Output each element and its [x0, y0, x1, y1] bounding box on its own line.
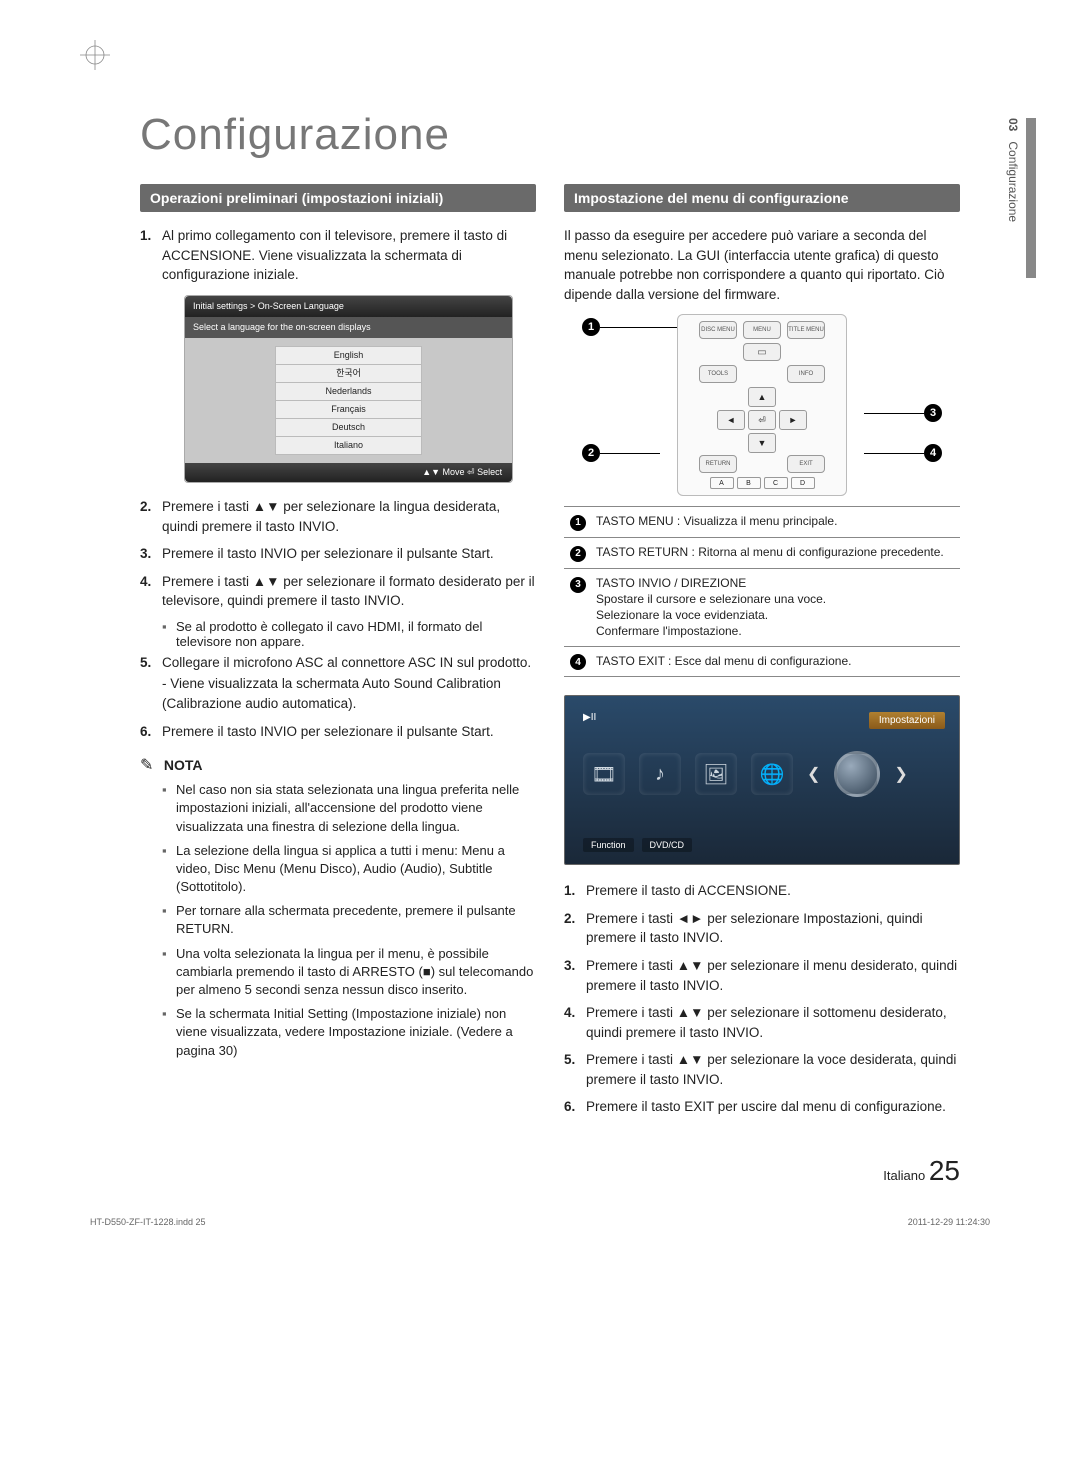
page-lang: Italiano [883, 1168, 925, 1183]
pip-icon: ▭ [743, 343, 781, 361]
lang-row: Italiano [275, 436, 422, 455]
nav-right-icon: ❯ [894, 764, 907, 784]
exit-button: EXIT [787, 455, 825, 473]
menu-top-label: Impostazioni [869, 712, 945, 729]
photo-icon: 🖼 [695, 753, 737, 795]
music-icon: ♪ [639, 753, 681, 795]
remote-body: DISC MENU MENU TITLE MENU ▭ TOOLS INFO ▲… [677, 314, 847, 496]
title-menu-button: TITLE MENU [787, 321, 825, 339]
left-arrow-icon: ◄ [717, 410, 745, 430]
step-4-text: Premere i tasti ▲▼ per selezionare il fo… [162, 574, 535, 609]
step-1-text: Al primo collegamento con il televisore,… [162, 228, 507, 282]
section-bar-right: Impostazione del menu di configurazione [564, 184, 960, 212]
print-footer: HT-D550-ZF-IT-1228.indd 25 2011-12-29 11… [90, 1217, 990, 1227]
page-footer: Italiano 25 [140, 1155, 960, 1187]
step-5-text: Collegare il microfono ASC al connettore… [162, 655, 531, 670]
step-2: Premere i tasti ▲▼ per selezionare la li… [140, 497, 536, 536]
menu-foot-function: Function [583, 838, 634, 852]
step-4: Premere i tasti ▲▼ per selezionare il fo… [140, 572, 536, 611]
circle-3-icon: 3 [570, 577, 586, 593]
right-intro: Il passo da eseguire per accedere può va… [564, 226, 960, 304]
rstep-6: Premere il tasto EXIT per uscire dal men… [564, 1097, 960, 1117]
rstep-5: Premere i tasti ▲▼ per selezionare la vo… [564, 1050, 960, 1089]
lang-row: English [275, 346, 422, 364]
disc-menu-button: DISC MENU [699, 321, 737, 339]
rstep-1: Premere il tasto di ACCENSIONE. [564, 881, 960, 901]
nota-label: NOTA [164, 757, 203, 773]
lang-row: 한국어 [275, 364, 422, 382]
right-steps: Premere il tasto di ACCENSIONE. Premere … [564, 881, 960, 1117]
langbox-foot: ▲▼ Move ⏎ Select [185, 463, 512, 482]
circle-4-icon: 4 [570, 654, 586, 670]
step-1: Al primo collegamento con il televisore,… [140, 226, 536, 483]
language-box: Initial settings > On-Screen Language Se… [184, 295, 513, 483]
right-column: Impostazione del menu di configurazione … [564, 184, 960, 1125]
video-icon: 🎞 [583, 753, 625, 795]
langbox-header: Initial settings > On-Screen Language [185, 296, 512, 317]
note-icon: ✎ [140, 757, 153, 774]
left-column: Operazioni preliminari (impostazioni ini… [140, 184, 536, 1125]
step-5-sub: - Viene visualizzata la schermata Auto S… [162, 674, 536, 713]
print-foot-right: 2011-12-29 11:24:30 [908, 1217, 990, 1227]
rstep-3: Premere i tasti ▲▼ per selezionare il me… [564, 956, 960, 995]
circle-2-icon: 2 [570, 546, 586, 562]
step-5: Collegare il microfono ASC al connettore… [140, 653, 536, 714]
tools-button: TOOLS [699, 365, 737, 383]
dpad: ▲ ◄⏎► ▼ [684, 387, 840, 453]
right-arrow-icon: ► [779, 410, 807, 430]
color-a-button: A [710, 477, 734, 489]
internet-icon: 🌐 [751, 753, 793, 795]
table-row: 1 TASTO MENU : Visualizza il menu princip… [564, 507, 960, 538]
menu-button: MENU [743, 321, 781, 339]
callout-3: 3 [924, 404, 942, 422]
callout-table: 1 TASTO MENU : Visualizza il menu princip… [564, 506, 960, 677]
nota-heading: ✎ NOTA [140, 755, 536, 775]
step-6: Premere il tasto INVIO per selezionare i… [140, 722, 536, 742]
ctable-1: TASTO MENU : Visualizza il menu principa… [592, 507, 960, 538]
langbox-list: English 한국어 Nederlands Français Deutsch … [185, 338, 512, 463]
rstep-2: Premere i tasti ◄► per selezionare Impos… [564, 909, 960, 948]
remote-diagram: 1 2 3 4 DISC MENU MENU TITLE MENU ▭ TOOL… [564, 314, 960, 494]
ctable-3: TASTO INVIO / DIREZIONE Spostare il curs… [592, 568, 960, 646]
note-item: Per tornare alla schermata precedente, p… [162, 902, 536, 938]
page-title: Configurazione [140, 110, 960, 160]
table-row: 2 TASTO RETURN : Ritorna al menu di confi… [564, 538, 960, 569]
note-item: Nel caso non sia stata selezionata una l… [162, 781, 536, 836]
ctable-2: TASTO RETURN : Ritorna al menu di config… [592, 538, 960, 569]
callout-2: 2 [582, 444, 600, 462]
table-row: 3 TASTO INVIO / DIREZIONE Spostare il cur… [564, 568, 960, 646]
langbox-sub: Select a language for the on-screen disp… [185, 317, 512, 338]
lang-row: Nederlands [275, 382, 422, 400]
return-button: RETURN [699, 455, 737, 473]
color-b-button: B [737, 477, 761, 489]
lang-row: Français [275, 400, 422, 418]
up-arrow-icon: ▲ [748, 387, 776, 407]
color-c-button: C [764, 477, 788, 489]
callout-4: 4 [924, 444, 942, 462]
menu-screenshot: ▶II Impostazioni 🎞 ♪ 🖼 🌐 ❮ ❯ Function DV… [564, 695, 960, 865]
callout-1: 1 [582, 318, 600, 336]
rstep-4: Premere i tasti ▲▼ per selezionare il so… [564, 1003, 960, 1042]
color-d-button: D [791, 477, 815, 489]
menu-foot-dvdcd: DVD/CD [642, 838, 693, 852]
section-bar-left: Operazioni preliminari (impostazioni ini… [140, 184, 536, 212]
circle-1-icon: 1 [570, 515, 586, 531]
nav-left-icon: ❮ [807, 764, 820, 784]
page-number: 25 [929, 1155, 960, 1186]
play-pause-icon: ▶II [583, 712, 596, 723]
note-item: La selezione della lingua si applica a t… [162, 842, 536, 897]
note-item: Una volta selezionata la lingua per il m… [162, 945, 536, 1000]
table-row: 4 TASTO EXIT : Esce dal menu di configura… [564, 646, 960, 677]
print-foot-left: HT-D550-ZF-IT-1228.indd 25 [90, 1217, 206, 1227]
note-item: Se la schermata Initial Setting (Imposta… [162, 1005, 536, 1060]
ctable-4: TASTO EXIT : Esce dal menu di configuraz… [592, 646, 960, 677]
step-3: Premere il tasto INVIO per selezionare i… [140, 544, 536, 564]
lang-row: Deutsch [275, 418, 422, 436]
step-4-sub: Se al prodotto è collegato il cavo HDMI,… [162, 619, 536, 649]
enter-icon: ⏎ [748, 410, 776, 430]
note-list: Nel caso non sia stata selezionata una l… [140, 781, 536, 1060]
down-arrow-icon: ▼ [748, 433, 776, 453]
settings-gear-icon [834, 751, 880, 797]
info-button: INFO [787, 365, 825, 383]
